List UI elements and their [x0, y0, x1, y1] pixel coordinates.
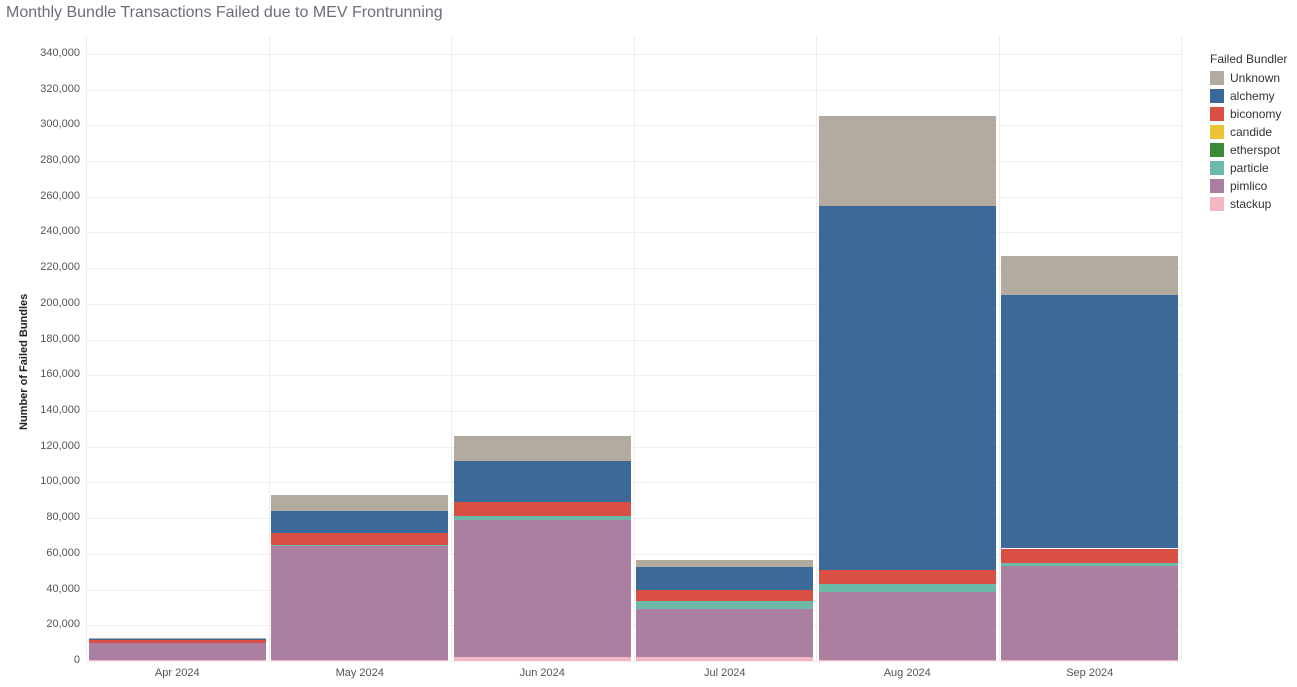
bar-segment-biconomy[interactable] — [636, 590, 813, 601]
gridline-v — [269, 36, 270, 661]
y-tick-label: 0 — [28, 654, 80, 666]
bar-segment-pimlico[interactable] — [89, 643, 266, 661]
gridline-v — [1181, 36, 1182, 661]
chart-container: Monthly Bundle Transactions Failed due t… — [0, 0, 1297, 687]
legend-label: stackup — [1230, 197, 1271, 211]
legend-swatch — [1210, 125, 1224, 139]
legend-item-stackup[interactable]: stackup — [1210, 196, 1287, 212]
bar-segment-stackup[interactable] — [454, 657, 631, 661]
legend-swatch — [1210, 197, 1224, 211]
legend-label: biconomy — [1230, 107, 1281, 121]
bar-segment-biconomy[interactable] — [819, 570, 996, 584]
gridline-v — [816, 36, 817, 661]
legend-label: candide — [1230, 125, 1272, 139]
legend-label: particle — [1230, 161, 1269, 175]
x-tick-label: Jun 2024 — [520, 667, 565, 679]
legend-item-pimlico[interactable]: pimlico — [1210, 178, 1287, 194]
x-tick-label: May 2024 — [336, 667, 384, 679]
bar-segment-stackup[interactable] — [819, 660, 996, 661]
y-tick-label: 240,000 — [28, 225, 80, 237]
bar-segment-pimlico[interactable] — [454, 520, 631, 658]
legend-label: alchemy — [1230, 89, 1275, 103]
bar-segment-unknown[interactable] — [819, 116, 996, 205]
legend-label: Unknown — [1230, 71, 1280, 85]
bar-segment-biconomy[interactable] — [454, 502, 631, 516]
chart-title: Monthly Bundle Transactions Failed due t… — [6, 4, 443, 22]
y-tick-label: 320,000 — [28, 83, 80, 95]
legend-item-candide[interactable]: candide — [1210, 124, 1287, 140]
bar-segment-particle[interactable] — [1001, 563, 1178, 567]
legend-item-biconomy[interactable]: biconomy — [1210, 106, 1287, 122]
bar-segment-alchemy[interactable] — [1001, 295, 1178, 549]
legend-title: Failed Bundler — [1210, 52, 1287, 66]
legend-swatch — [1210, 161, 1224, 175]
plot-area — [86, 36, 1181, 661]
y-tick-label: 220,000 — [28, 261, 80, 273]
y-tick-label: 140,000 — [28, 404, 80, 416]
legend-swatch — [1210, 71, 1224, 85]
legend-swatch — [1210, 89, 1224, 103]
legend-label: etherspot — [1230, 143, 1280, 157]
y-tick-label: 260,000 — [28, 190, 80, 202]
y-tick-label: 280,000 — [28, 154, 80, 166]
bar-segment-alchemy[interactable] — [89, 639, 266, 640]
legend-swatch — [1210, 179, 1224, 193]
legend-item-alchemy[interactable]: alchemy — [1210, 88, 1287, 104]
gridline-v — [999, 36, 1000, 661]
gridline-v — [634, 36, 635, 661]
bar-segment-particle[interactable] — [271, 545, 448, 546]
bar-segment-unknown[interactable] — [1001, 256, 1178, 295]
bar-segment-biconomy[interactable] — [89, 640, 266, 642]
legend-item-particle[interactable]: particle — [1210, 160, 1287, 176]
gridline-v — [86, 36, 87, 661]
y-tick-label: 120,000 — [28, 440, 80, 452]
bar-segment-alchemy[interactable] — [271, 511, 448, 532]
bar-segment-alchemy[interactable] — [454, 461, 631, 502]
bar-segment-biconomy[interactable] — [1001, 549, 1178, 563]
bar-segment-pimlico[interactable] — [636, 609, 813, 656]
bar-segment-alchemy[interactable] — [636, 567, 813, 590]
y-tick-label: 200,000 — [28, 297, 80, 309]
y-tick-label: 40,000 — [28, 583, 80, 595]
bar-segment-stackup[interactable] — [89, 660, 266, 661]
y-tick-label: 160,000 — [28, 368, 80, 380]
bar-segment-unknown[interactable] — [271, 495, 448, 511]
bar-segment-biconomy[interactable] — [271, 533, 448, 546]
gridline-v — [451, 36, 452, 661]
bar-segment-pimlico[interactable] — [819, 592, 996, 660]
bar-segment-unknown[interactable] — [89, 638, 266, 639]
bar-segment-stackup[interactable] — [636, 657, 813, 661]
bar-segment-particle[interactable] — [636, 601, 813, 609]
legend-swatch — [1210, 107, 1224, 121]
x-tick-label: Apr 2024 — [155, 667, 200, 679]
bar-segment-particle[interactable] — [819, 584, 996, 592]
gridline-h — [86, 661, 1181, 662]
bar-segment-alchemy[interactable] — [819, 206, 996, 570]
legend-label: pimlico — [1230, 179, 1267, 193]
legend-items: Unknown alchemy biconomy candide etherspot pa… — [1210, 70, 1287, 212]
legend-item-unknown[interactable]: Unknown — [1210, 70, 1287, 86]
x-tick-label: Jul 2024 — [704, 667, 746, 679]
bar-segment-unknown[interactable] — [636, 560, 813, 567]
y-tick-label: 80,000 — [28, 511, 80, 523]
bar-segment-particle[interactable] — [454, 516, 631, 520]
bar-segment-stackup[interactable] — [1001, 660, 1178, 661]
legend: Failed Bundler Unknown alchemy biconomy can… — [1210, 52, 1287, 214]
bar-segment-unknown[interactable] — [454, 436, 631, 461]
x-tick-label: Aug 2024 — [884, 667, 931, 679]
x-tick-label: Sep 2024 — [1066, 667, 1113, 679]
bar-segment-pimlico[interactable] — [1001, 566, 1178, 660]
bar-segment-stackup[interactable] — [271, 660, 448, 661]
y-tick-label: 20,000 — [28, 618, 80, 630]
y-tick-label: 100,000 — [28, 475, 80, 487]
legend-swatch — [1210, 143, 1224, 157]
y-tick-label: 60,000 — [28, 547, 80, 559]
y-tick-label: 340,000 — [28, 47, 80, 59]
bar-segment-pimlico[interactable] — [271, 546, 448, 660]
legend-item-etherspot[interactable]: etherspot — [1210, 142, 1287, 158]
y-tick-label: 180,000 — [28, 333, 80, 345]
y-tick-label: 300,000 — [28, 118, 80, 130]
